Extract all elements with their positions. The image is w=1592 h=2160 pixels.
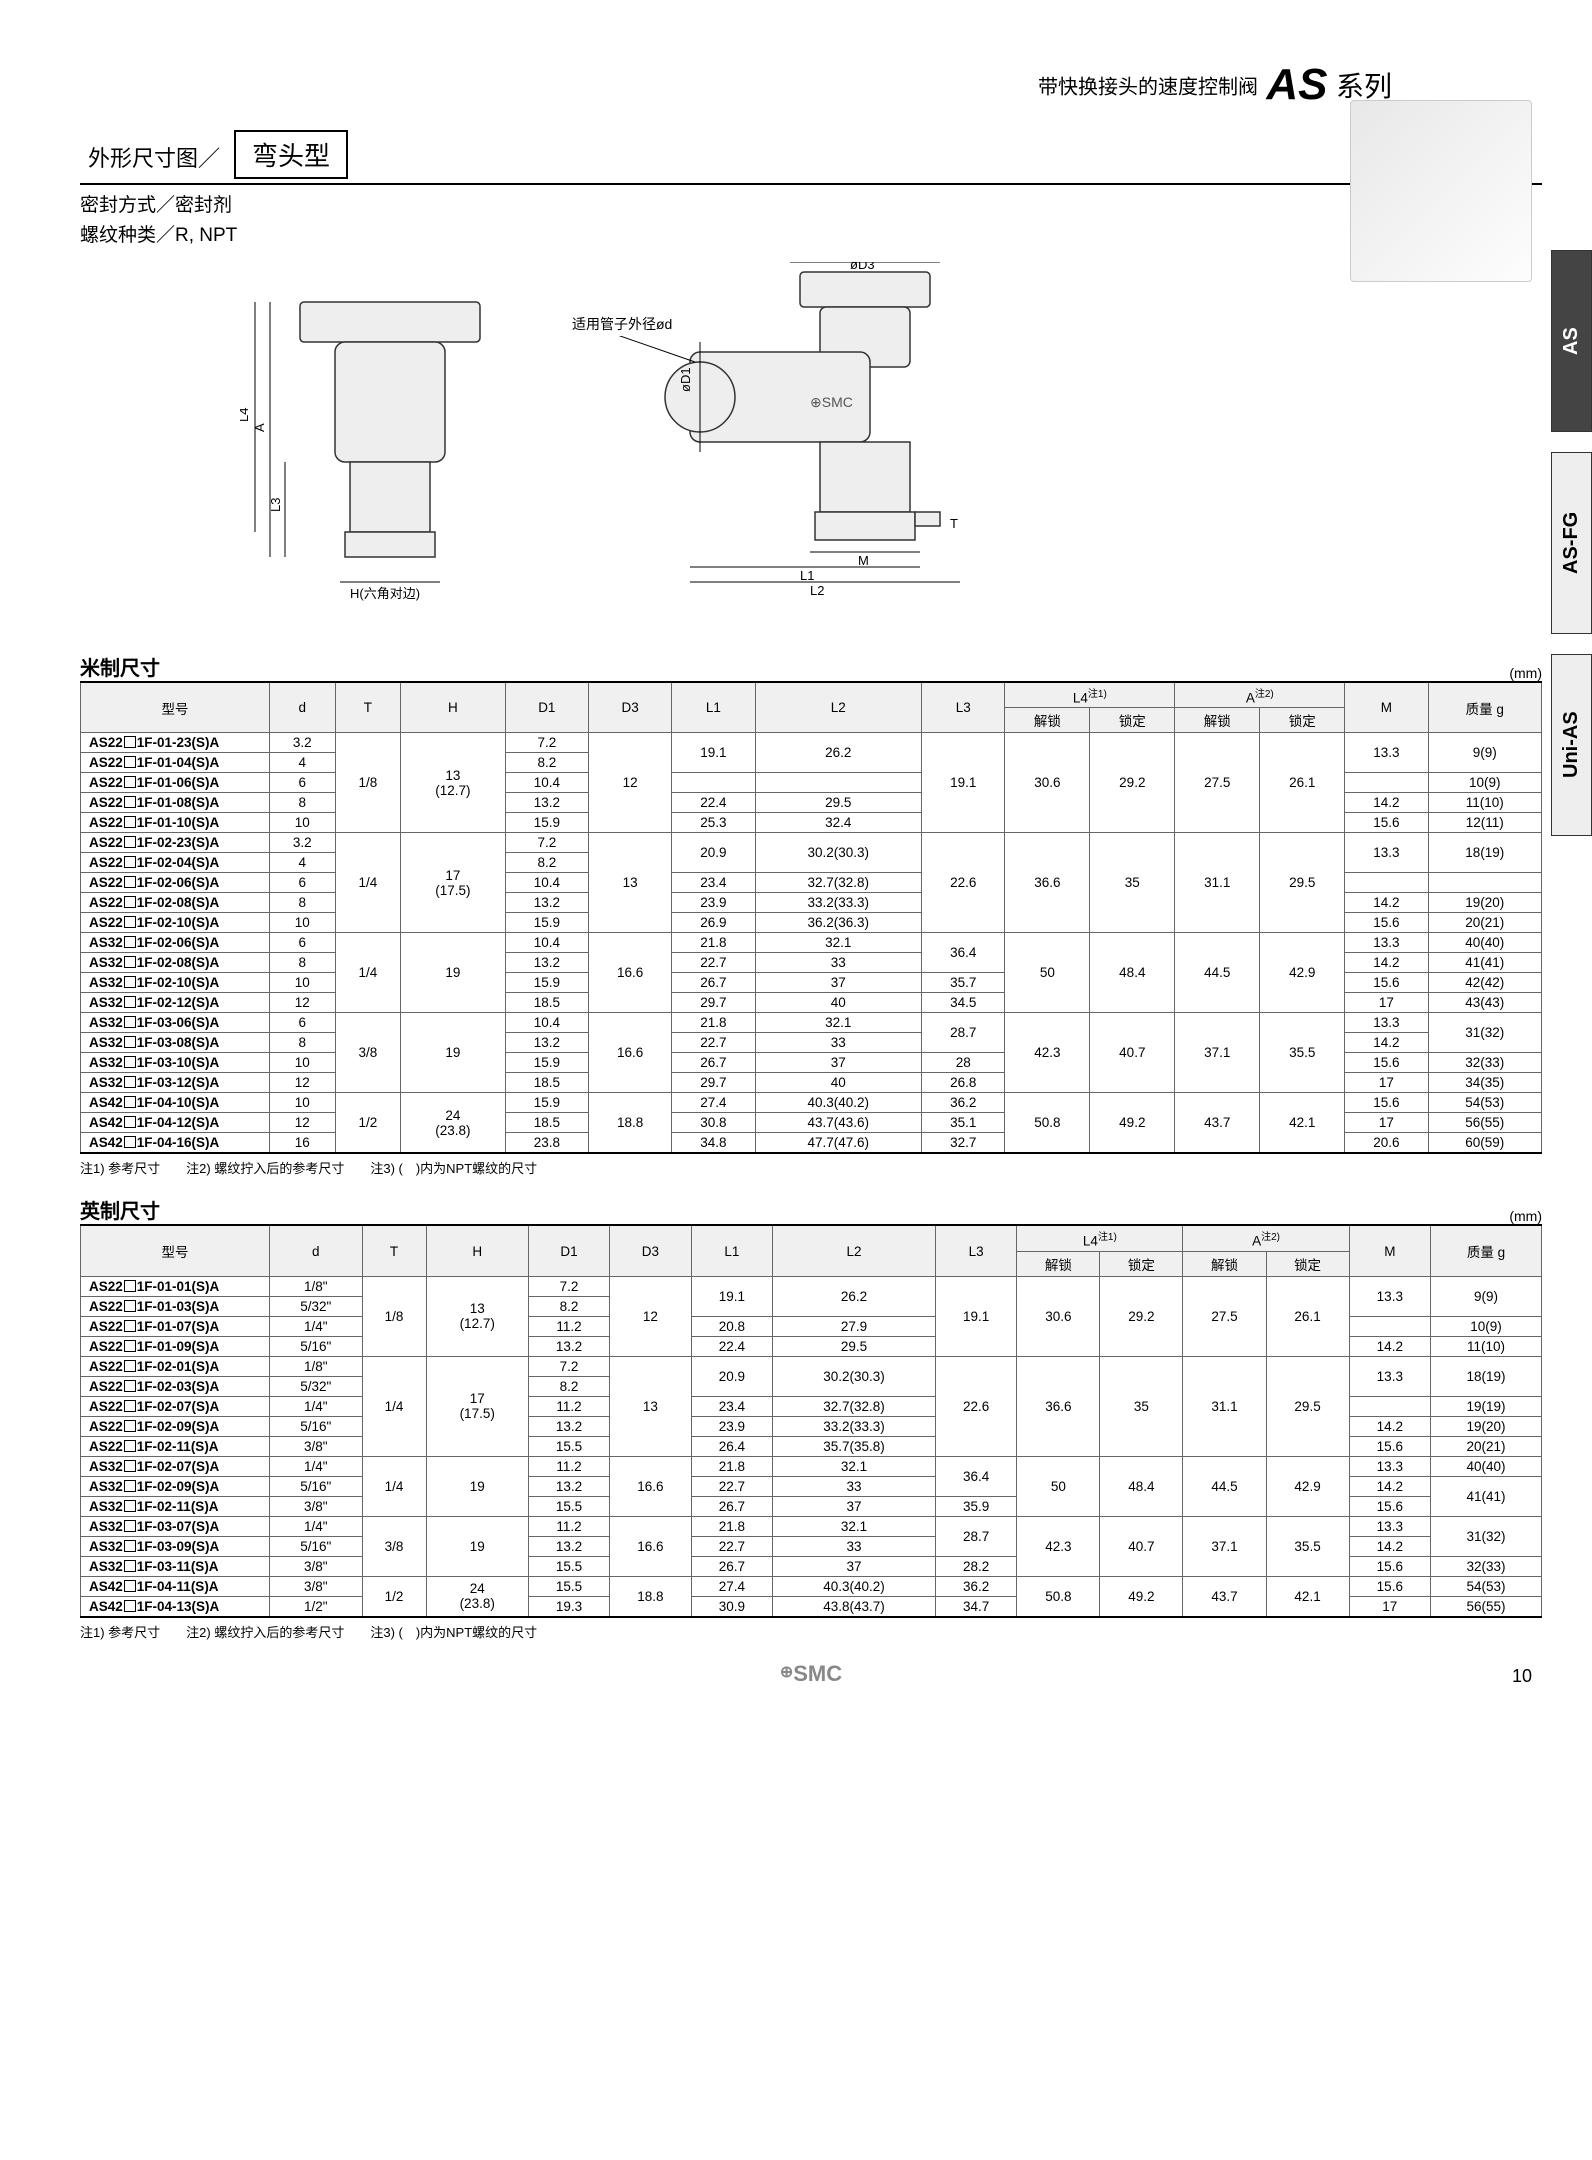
metric-table: 型号dTHD1D3L1L2L3L4注1)A注2)M质量 g解锁锁定解锁锁定AS2…	[80, 681, 1542, 1155]
table-unit-1: (mm)	[1509, 665, 1542, 681]
page-header: 带快换接头的速度控制阀 AS 系列	[80, 60, 1542, 110]
tab-as[interactable]: AS	[1551, 250, 1592, 432]
svg-text:A: A	[252, 423, 267, 432]
section-label: 外形尺寸图／	[80, 137, 228, 177]
header-prefix: 带快换接头的速度控制阀	[1038, 77, 1258, 99]
footer-logo: ⊕SMC	[80, 1661, 1542, 1687]
tab-uni-as[interactable]: Uni-AS	[1551, 654, 1592, 836]
header-brand: AS	[1266, 60, 1327, 109]
section-subheader: 密封方式／密封剂 螺纹种类／R, NPT	[80, 191, 1542, 252]
metric-title: 米制尺寸	[80, 652, 160, 681]
imperial-table: 型号dTHD1D3L1L2L3L4注1)A注2)M质量 g解锁锁定解锁锁定AS2…	[80, 1224, 1542, 1618]
svg-text:øD1: øD1	[678, 367, 693, 392]
product-photo	[1350, 100, 1532, 282]
svg-text:øD3: øD3	[850, 262, 875, 272]
svg-text:M: M	[858, 553, 869, 568]
table-unit-2: (mm)	[1509, 1208, 1542, 1224]
diagram-area: L4 A L3 H(六角对边) ⊕SMC M	[80, 262, 1542, 642]
sub2: 螺纹种类／R, NPT	[80, 221, 1542, 251]
footnote-1: 注1) 参考尺寸 注2) 螺纹拧入后的参考尺寸 注3) ( )内为NPT螺纹的尺…	[80, 1158, 1542, 1177]
svg-text:L3: L3	[268, 497, 283, 511]
section-box: 弯头型	[234, 130, 348, 179]
svg-text:L4: L4	[240, 407, 251, 421]
imperial-title: 英制尺寸	[80, 1195, 160, 1224]
svg-text:T: T	[950, 516, 958, 531]
page-number: 10	[1512, 1666, 1532, 1687]
tab-as-fg[interactable]: AS-FG	[1551, 452, 1592, 634]
svg-text:L2: L2	[810, 583, 824, 598]
tube-label: 适用管子外径ød	[570, 312, 674, 336]
header-suffix: 系列	[1336, 71, 1392, 102]
svg-text:H(六角对边): H(六角对边)	[350, 586, 420, 601]
svg-text:L1: L1	[800, 568, 814, 583]
section-header: 外形尺寸图／ 弯头型	[80, 130, 1542, 185]
svg-text:⊕SMC: ⊕SMC	[810, 394, 853, 410]
footnote-2: 注1) 参考尺寸 注2) 螺纹拧入后的参考尺寸 注3) ( )内为NPT螺纹的尺…	[80, 1622, 1542, 1641]
sub1: 密封方式／密封剂	[80, 191, 1542, 221]
side-tabs: AS AS-FG Uni-AS	[1551, 250, 1592, 836]
